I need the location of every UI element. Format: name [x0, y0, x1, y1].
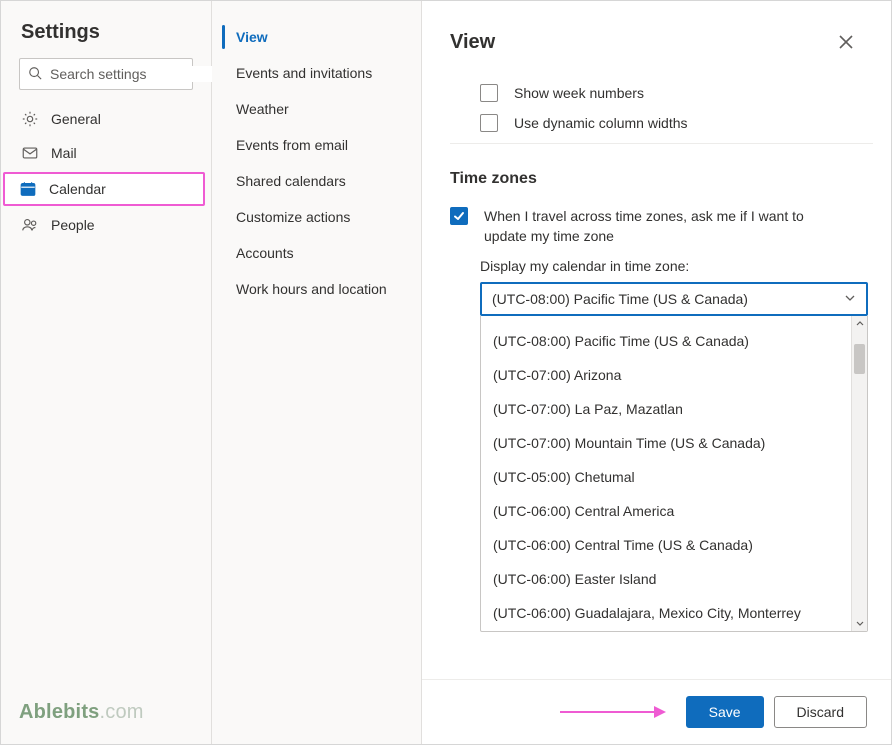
discard-button[interactable]: Discard [774, 696, 867, 728]
people-icon [21, 216, 39, 234]
timezone-option[interactable]: (UTC-07:00) La Paz, Mazatlan [481, 392, 851, 426]
nav-item-label: Mail [51, 145, 77, 161]
timezone-option[interactable]: (UTC-06:00) Easter Island [481, 562, 851, 596]
timezone-option[interactable]: (UTC-08:00) Pacific Time (US & Canada) [481, 324, 851, 358]
nav-item-calendar[interactable]: Calendar [5, 174, 203, 204]
subnav-item-7[interactable]: Work hours and location [218, 277, 415, 301]
calendar-icon [19, 180, 37, 198]
nav-item-label: General [51, 111, 101, 127]
chevron-down-icon [844, 291, 856, 307]
timezone-option[interactable]: (UTC-05:00) Chetumal [481, 460, 851, 494]
timezone-option[interactable]: (UTC-06:00) Guadalajara, Mexico City, Mo… [481, 596, 851, 630]
annotation-highlight: Calendar [3, 172, 205, 206]
checkbox-dynamic-columns[interactable]: Use dynamic column widths [480, 113, 873, 133]
timezone-option[interactable]: (UTC-07:00) Arizona [481, 358, 851, 392]
timezone-field-label: Display my calendar in time zone: [480, 258, 873, 274]
arrow-annotation-icon [558, 703, 668, 721]
nav-item-general[interactable]: General [7, 104, 205, 134]
search-icon [28, 66, 42, 83]
nav-item-label: Calendar [49, 181, 106, 197]
scroll-down-icon[interactable] [852, 615, 867, 631]
timezone-dropdown: (UTC-08:00) Pacific Time (US & Canada)(U… [480, 316, 868, 632]
close-icon[interactable] [829, 25, 863, 59]
subnav-item-3[interactable]: Events from email [218, 133, 415, 157]
scroll-thumb[interactable] [854, 344, 865, 374]
nav-item-label: People [51, 217, 95, 233]
panel-title: View [450, 31, 495, 54]
brand-logo: Ablebits.com [1, 701, 211, 732]
timezone-selected-value: (UTC-08:00) Pacific Time (US & Canada) [492, 291, 748, 307]
timezone-select[interactable]: (UTC-08:00) Pacific Time (US & Canada) [480, 282, 868, 316]
gear-icon [21, 110, 39, 128]
subnav-item-0[interactable]: View [218, 25, 415, 49]
nav-item-mail[interactable]: Mail [7, 138, 205, 168]
save-button[interactable]: Save [686, 696, 764, 728]
settings-subnav: View Events and invitations Weather Events … [212, 1, 422, 744]
dropdown-scrollbar[interactable] [851, 316, 867, 631]
timezone-option[interactable]: (UTC-06:00) Central America [481, 494, 851, 528]
mail-icon [21, 144, 39, 162]
timezone-option[interactable]: (UTC-07:00) Mountain Time (US & Canada) [481, 426, 851, 460]
timezone-option[interactable]: (UTC-06:00) Central Time (US & Canada) [481, 528, 851, 562]
checkbox-week-numbers[interactable]: Show week numbers [480, 83, 873, 103]
settings-sidebar: Settings General Mail Calendar People Ableb… [1, 1, 212, 744]
subnav-item-1[interactable]: Events and invitations [218, 61, 415, 85]
search-settings-input[interactable] [19, 58, 193, 90]
section-time-zones: Time zones [450, 162, 873, 196]
settings-panel: View Show week numbers Use dynamic colum… [422, 1, 891, 744]
nav-item-people[interactable]: People [7, 210, 205, 240]
search-field[interactable] [50, 66, 231, 82]
scroll-up-icon[interactable] [852, 316, 867, 332]
subnav-item-4[interactable]: Shared calendars [218, 169, 415, 193]
checkbox-travel-timezone[interactable]: When I travel across time zones, ask me … [450, 206, 873, 246]
settings-title: Settings [1, 21, 211, 58]
subnav-item-5[interactable]: Customize actions [218, 205, 415, 229]
subnav-item-6[interactable]: Accounts [218, 241, 415, 265]
subnav-item-2[interactable]: Weather [218, 97, 415, 121]
